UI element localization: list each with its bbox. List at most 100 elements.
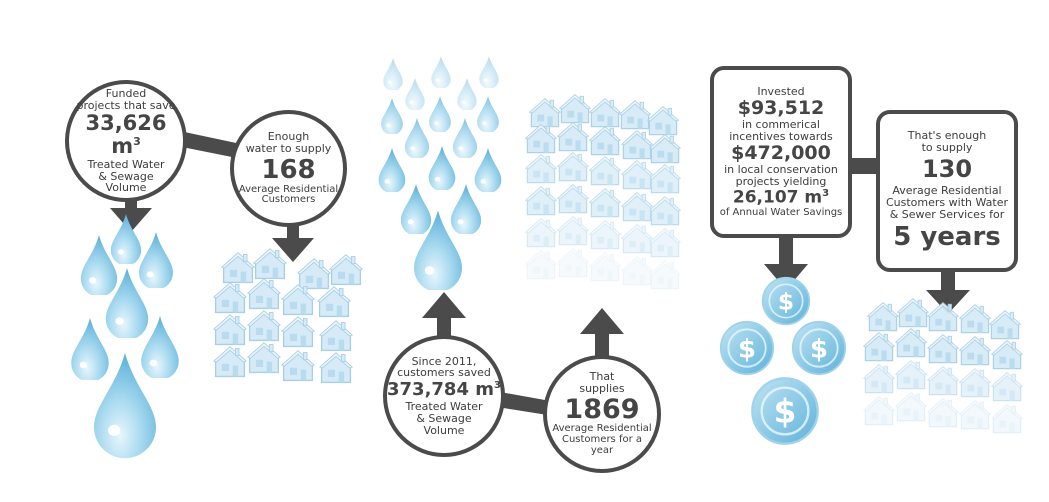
panel3-houses (863, 297, 1023, 434)
house-icon (247, 310, 281, 342)
panel1-circle1-line3: Treated Water (87, 157, 165, 171)
water-drop-icon (474, 148, 502, 192)
dollar-coin-icon (761, 276, 811, 326)
panel1-circle1-line4: & Sewage (98, 169, 154, 183)
panel3-box2-line3: Average Residential (892, 183, 1002, 197)
water-drop-icon (80, 235, 118, 295)
house-icon (559, 93, 591, 124)
house-icon (247, 342, 281, 374)
dollar-coin-icon (719, 320, 775, 376)
water-drop-icon (139, 232, 173, 288)
panel2-houses (525, 93, 681, 290)
house-icon (927, 365, 959, 396)
panel3-savings-value: 26,107 m3 (732, 187, 830, 208)
house-icon (897, 297, 929, 328)
house-icon (621, 159, 653, 190)
house-icon (959, 303, 991, 334)
house-icon (895, 327, 927, 358)
house-icon (525, 185, 557, 216)
panel3-investment-box: Invested $93,512 in commerical incentive… (710, 66, 852, 238)
house-icon (317, 286, 351, 318)
panel3-box1-line4: in local conservation (724, 162, 838, 176)
house-icon (619, 99, 651, 130)
panel1-circle1-line5: Volume (105, 181, 147, 195)
house-icon (319, 320, 353, 352)
house-icon (649, 133, 681, 164)
panel3-box1-line5: projects yielding (735, 174, 827, 188)
panel1-customers-value: 168 (261, 154, 316, 185)
panel3-box2-line2: to supply (921, 141, 973, 155)
panel1-circle2-line2: water to supply (245, 141, 332, 155)
panel2-circle2-line5: year (590, 444, 614, 456)
water-drop-icon (479, 56, 499, 88)
panel3-box1-line3: incentives towards (729, 129, 833, 143)
panel3-box2-line1: That's enough (907, 129, 987, 143)
house-icon (589, 155, 621, 186)
house-icon (213, 314, 247, 346)
panel2-circle1-line1: Since 2011, (411, 354, 477, 368)
house-icon (895, 391, 927, 422)
house-icon (589, 97, 621, 128)
house-icon (959, 367, 991, 398)
panel2-savings-circle: Since 2011, customers saved 373,784 m3 T… (383, 335, 505, 457)
house-icon (649, 227, 681, 258)
house-icon (557, 151, 589, 182)
house-icon (281, 284, 315, 316)
water-drop-icon (381, 98, 403, 134)
water-drop-icon (71, 318, 109, 380)
house-icon (221, 252, 255, 284)
water-drop-icon (404, 118, 430, 158)
panel1-circle2-line3: Average Residential (238, 183, 339, 195)
house-icon (621, 223, 653, 254)
house-icon (281, 316, 315, 348)
house-icon (649, 163, 681, 194)
house-icon (525, 217, 557, 248)
panel3-box1-line2: in commerical (742, 117, 820, 131)
panel3-local-projects-value: $472,000 (731, 141, 831, 164)
house-icon (621, 129, 653, 160)
panel1-customers-circle: Enough water to supply 168 Average Resid… (230, 110, 347, 227)
house-icon (991, 371, 1023, 402)
house-icon (557, 121, 589, 152)
house-icon (991, 339, 1023, 370)
house-icon (525, 249, 557, 280)
panel1-houses (213, 248, 363, 384)
house-icon (213, 346, 247, 378)
dollar-coin-icon (751, 377, 819, 445)
house-icon (525, 123, 557, 154)
house-icon (621, 191, 653, 222)
house-icon (649, 195, 681, 226)
panel2-circle2-line1: That (589, 370, 615, 384)
dollar-coin-icon (791, 320, 847, 376)
house-icon (525, 153, 557, 184)
panel3-coins (719, 276, 847, 445)
house-icon (989, 309, 1021, 340)
panel1-savings-value: 33,626 m3 (85, 111, 167, 159)
house-icon (529, 97, 561, 128)
panel2-customers-circle: That supplies 1869 Average Residential C… (543, 355, 661, 473)
water-drop-icon (477, 96, 499, 132)
panel2-circle2-line2: supplies (579, 382, 625, 396)
water-drop-icon (450, 184, 482, 234)
panel2-savings-value: 373,784 m3 (387, 379, 501, 401)
house-icon (959, 399, 991, 430)
house-icon (589, 125, 621, 156)
house-icon (247, 278, 281, 310)
house-icon (589, 251, 621, 282)
panel1-circle1-line2: projects that save (76, 98, 176, 112)
panel1-circle1-line1: Funded (105, 86, 147, 100)
panel2-circle2-line4: Customers for a (561, 434, 643, 446)
water-drop-icon (378, 148, 406, 192)
panel2-water-drops (378, 56, 502, 290)
panel1-savings-circle: Funded projects that save 33,626 m3 Trea… (65, 80, 187, 202)
house-icon (253, 248, 287, 280)
house-icon (959, 335, 991, 366)
house-icon (895, 359, 927, 390)
panel3-years-value: 5 years (893, 222, 1001, 253)
house-icon (863, 363, 895, 394)
house-icon (867, 301, 899, 332)
water-drop-icon (400, 184, 432, 234)
panel2-circle1-line5: Volume (423, 423, 465, 437)
panel3-investment-value: $93,512 (737, 96, 825, 119)
house-icon (927, 397, 959, 428)
